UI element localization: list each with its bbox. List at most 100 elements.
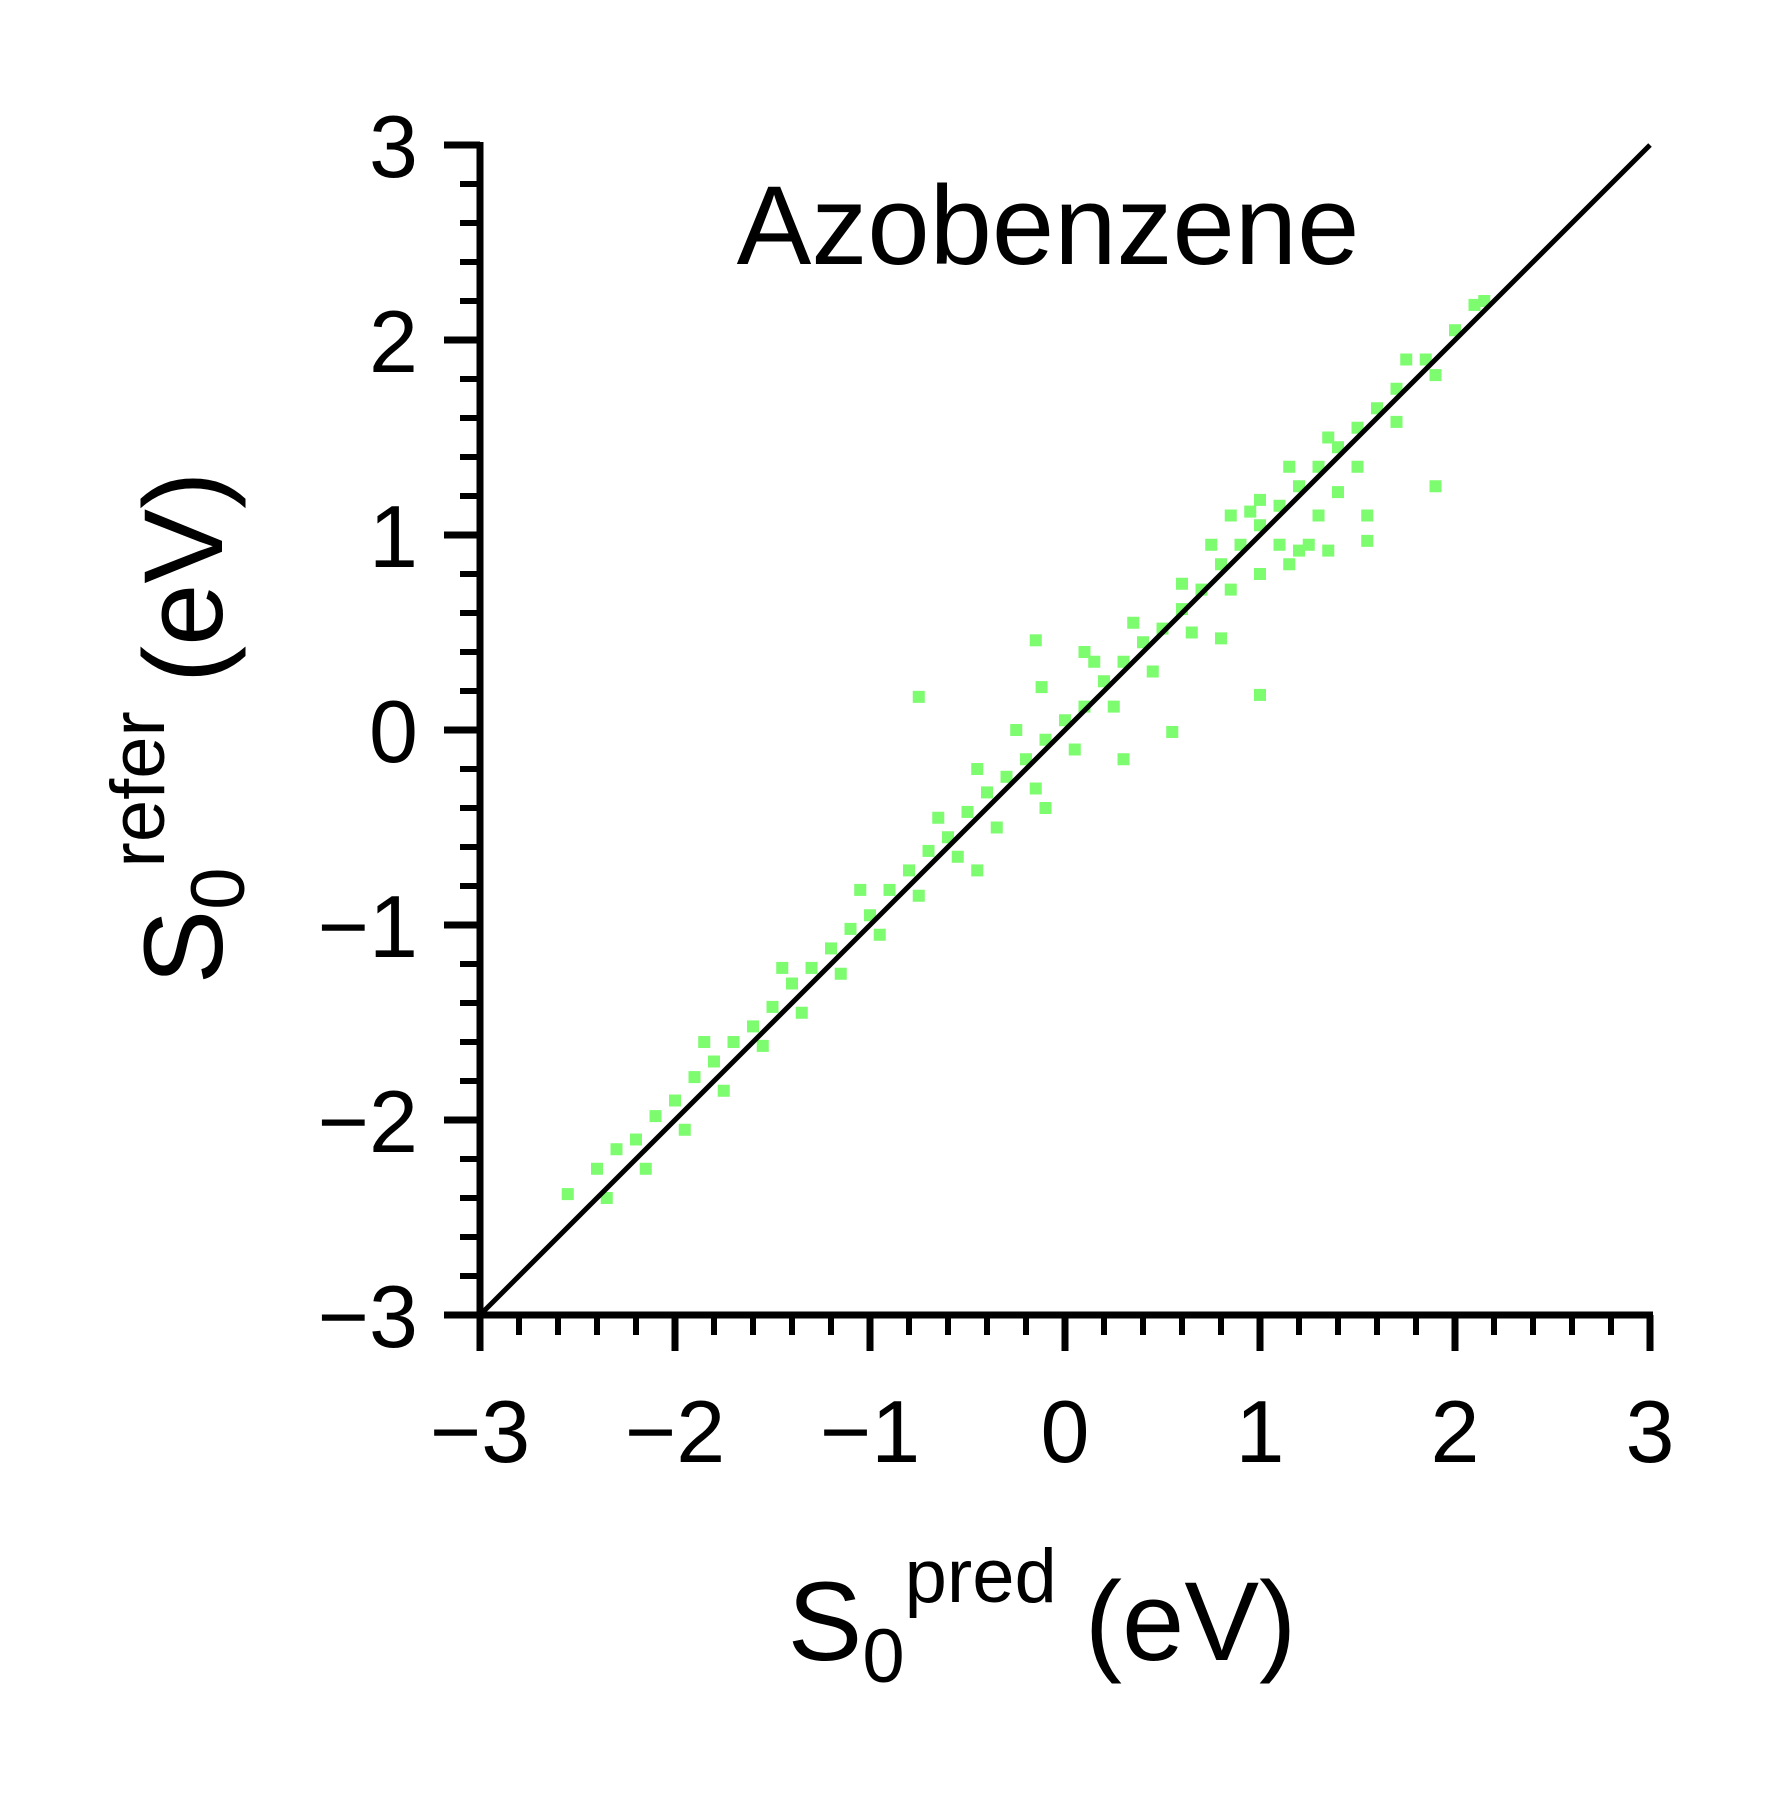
data-point: [1293, 480, 1305, 493]
data-point: [951, 850, 964, 863]
y-tick-label: 2: [369, 292, 418, 391]
data-point: [1322, 544, 1335, 557]
data-point: [971, 864, 984, 877]
data-point: [1117, 655, 1130, 668]
data-point: [1419, 353, 1432, 366]
data-point: [1224, 583, 1237, 596]
data-point: [1254, 568, 1266, 580]
data-point: [600, 1192, 613, 1204]
data-point: [1078, 646, 1091, 658]
data-point: [1390, 415, 1403, 428]
data-point: [1029, 634, 1042, 647]
data-point: [561, 1188, 574, 1201]
data-point: [864, 909, 876, 922]
data-point: [1332, 486, 1344, 499]
data-point: [1254, 688, 1266, 701]
y-axis-label-sup: refer: [96, 711, 181, 867]
data-point: [834, 967, 847, 980]
data-point: [1371, 402, 1383, 415]
y-axis-label-sub: 0: [176, 867, 261, 909]
data-point: [708, 1055, 720, 1068]
data-point: [1351, 421, 1364, 434]
y-tick-label: −3: [318, 1267, 418, 1366]
data-point: [1400, 353, 1413, 366]
x-axis-label: S0pred (eV): [788, 1534, 1297, 1699]
data-point: [630, 1133, 642, 1146]
data-point: [844, 922, 857, 935]
x-tick-label: −2: [625, 1382, 725, 1481]
data-point: [942, 831, 954, 844]
data-point: [912, 889, 925, 902]
y-axis-label-unit: (eV): [121, 472, 246, 684]
y-tick-label: −2: [318, 1072, 418, 1171]
data-point: [912, 690, 925, 703]
data-point: [1361, 534, 1374, 547]
data-point: [688, 1071, 701, 1084]
data-point: [1215, 632, 1227, 645]
x-axis-label-base: S: [788, 1559, 863, 1684]
y-tick-label: 3: [369, 97, 418, 196]
data-point: [825, 942, 837, 955]
x-axis-label-sub: 0: [862, 1614, 904, 1699]
x-tick-label: 3: [1626, 1382, 1675, 1481]
data-point: [922, 844, 935, 857]
data-point: [883, 883, 896, 896]
data-point: [649, 1110, 662, 1123]
data-point: [1273, 538, 1286, 551]
data-point: [1429, 369, 1442, 382]
data-point: [639, 1162, 652, 1175]
data-point: [698, 1036, 711, 1048]
x-tick-label: −3: [430, 1382, 530, 1481]
data-point: [990, 821, 1003, 834]
data-point: [1283, 460, 1296, 473]
data-point: [981, 786, 993, 799]
data-point: [1332, 441, 1344, 454]
data-point: [805, 961, 818, 974]
data-point: [1205, 538, 1218, 551]
data-point: [591, 1162, 603, 1175]
data-point: [669, 1094, 681, 1107]
data-point: [1293, 544, 1305, 557]
y-axis-label-base: S: [121, 910, 246, 985]
data-point: [1302, 538, 1315, 551]
data-point: [1029, 782, 1042, 795]
data-point: [610, 1143, 623, 1156]
x-tick-label: 0: [1041, 1382, 1090, 1481]
data-point: [1449, 324, 1461, 337]
data-point: [971, 763, 984, 775]
y-tick-label: −1: [318, 877, 418, 976]
data-point: [1468, 298, 1481, 311]
data-point: [795, 1006, 808, 1019]
data-point: [1361, 509, 1374, 522]
data-point: [717, 1084, 730, 1097]
data-point: [903, 864, 915, 877]
data-point: [776, 961, 789, 974]
data-point: [678, 1123, 691, 1136]
data-point: [1283, 558, 1296, 571]
data-point: [1127, 616, 1140, 629]
x-tick-label: 2: [1431, 1382, 1480, 1481]
data-point: [1390, 382, 1403, 395]
reference-line: [478, 143, 1652, 1317]
data-point: [1107, 700, 1120, 713]
data-point: [1098, 675, 1110, 688]
data-point: [1117, 753, 1130, 766]
data-points: [561, 295, 1491, 1204]
data-point: [786, 977, 798, 990]
data-point: [1039, 733, 1052, 746]
data-point: [1176, 577, 1188, 590]
data-point: [1000, 770, 1013, 783]
data-point: [1322, 431, 1335, 444]
data-point: [1244, 505, 1257, 518]
data-point: [1068, 743, 1081, 756]
data-point: [1478, 295, 1491, 307]
data-point: [747, 1020, 759, 1033]
data-point: [873, 928, 886, 941]
data-point: [1215, 558, 1227, 571]
y-tick-label: 1: [369, 487, 418, 586]
y-tick-label: 0: [369, 682, 418, 781]
data-point: [1059, 714, 1071, 727]
data-point: [1234, 538, 1247, 551]
data-point: [932, 811, 945, 824]
